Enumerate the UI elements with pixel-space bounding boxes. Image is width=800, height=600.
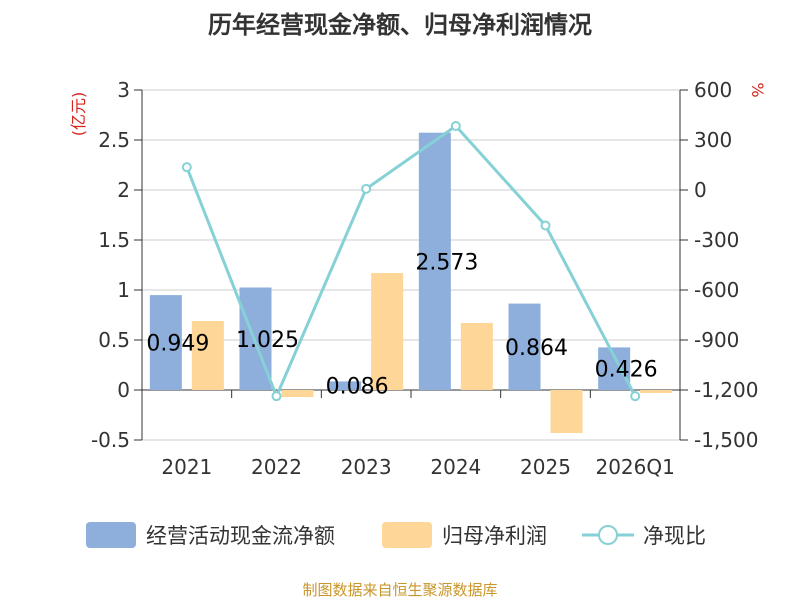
bar-netprofit bbox=[371, 273, 404, 390]
bar-netprofit bbox=[550, 390, 583, 433]
legend-label-netprofit: 归母净利润 bbox=[442, 524, 547, 548]
left-axis: -0.5 0 0.5 1 1.5 2 2.5 3 bbox=[91, 78, 143, 452]
right-tick-label: -600 bbox=[694, 278, 739, 302]
x-tick-label: 2022 bbox=[251, 455, 302, 479]
bar-cashflow bbox=[149, 295, 182, 390]
bar-data-label: 1.025 bbox=[236, 328, 299, 353]
line-ratio bbox=[185, 124, 637, 401]
right-axis: -1,500 -1,200 -900 -600 -300 0 300 600 bbox=[679, 78, 758, 452]
bar-cashflow bbox=[418, 132, 451, 390]
line-point bbox=[630, 391, 641, 402]
right-tick-label: 0 bbox=[694, 178, 707, 202]
bar-netprofit bbox=[640, 390, 673, 393]
line-point bbox=[271, 391, 282, 402]
left-tick-label: 3 bbox=[117, 78, 130, 102]
bar-netprofit bbox=[281, 390, 314, 397]
legend-swatch-netprofit bbox=[382, 522, 432, 548]
x-tick-label: 2025 bbox=[520, 455, 571, 479]
left-tick-label: 1.5 bbox=[98, 228, 130, 252]
right-tick-label: -1,500 bbox=[694, 428, 758, 452]
bar-data-label: 2.573 bbox=[415, 250, 478, 275]
line-point bbox=[540, 220, 551, 231]
x-tick-label: 2023 bbox=[341, 455, 392, 479]
right-tick-label: -900 bbox=[694, 328, 739, 352]
x-axis: 2021 2022 2023 2024 2025 2026Q1 bbox=[142, 389, 681, 479]
line-point bbox=[181, 162, 192, 173]
legend-label-cashflow: 经营活动现金流净额 bbox=[146, 524, 335, 548]
line-point bbox=[450, 121, 461, 131]
left-tick-label: 0 bbox=[117, 378, 130, 402]
x-tick-label: 2021 bbox=[161, 455, 212, 479]
chart-title: 历年经营现金净额、归母净利润情况 bbox=[208, 11, 592, 39]
data-labels: 0.949 1.025 0.086 2.573 0.864 0.426 bbox=[146, 250, 657, 399]
left-tick-label: 2 bbox=[117, 178, 130, 202]
legend-swatch-cashflow bbox=[86, 522, 136, 548]
legend: 经营活动现金流净额 归母净利润 净现比 bbox=[86, 522, 706, 548]
bar-data-label: 0.426 bbox=[595, 358, 658, 383]
bars bbox=[149, 132, 673, 433]
left-tick-label: 1 bbox=[117, 278, 130, 302]
legend-label-ratio: 净现比 bbox=[643, 524, 706, 548]
bar-netprofit bbox=[460, 323, 493, 390]
right-tick-label: 300 bbox=[694, 128, 732, 152]
source-note: 制图数据来自恒生聚源数据库 bbox=[302, 581, 497, 599]
left-tick-label: -0.5 bbox=[91, 428, 130, 452]
bar-cashflow bbox=[508, 303, 541, 390]
bar-data-label: 0.086 bbox=[326, 375, 389, 400]
line-point bbox=[361, 183, 372, 194]
left-axis-unit: (亿元) bbox=[69, 92, 88, 137]
x-tick-label: 2026Q1 bbox=[595, 455, 674, 479]
bar-data-label: 0.864 bbox=[505, 336, 568, 361]
line-series bbox=[181, 121, 641, 402]
left-tick-label: 0.5 bbox=[98, 328, 130, 352]
right-tick-label: -1,200 bbox=[694, 378, 758, 402]
bar-cashflow bbox=[329, 381, 362, 390]
right-tick-label: -300 bbox=[694, 228, 739, 252]
bar-data-label: 0.949 bbox=[146, 332, 209, 357]
x-tick-label: 2024 bbox=[430, 455, 481, 479]
legend-swatch-marker bbox=[598, 525, 618, 545]
left-tick-label: 2.5 bbox=[98, 128, 130, 152]
bar-netprofit bbox=[191, 321, 224, 390]
right-tick-label: 600 bbox=[694, 78, 732, 102]
right-axis-unit: % bbox=[748, 82, 767, 97]
